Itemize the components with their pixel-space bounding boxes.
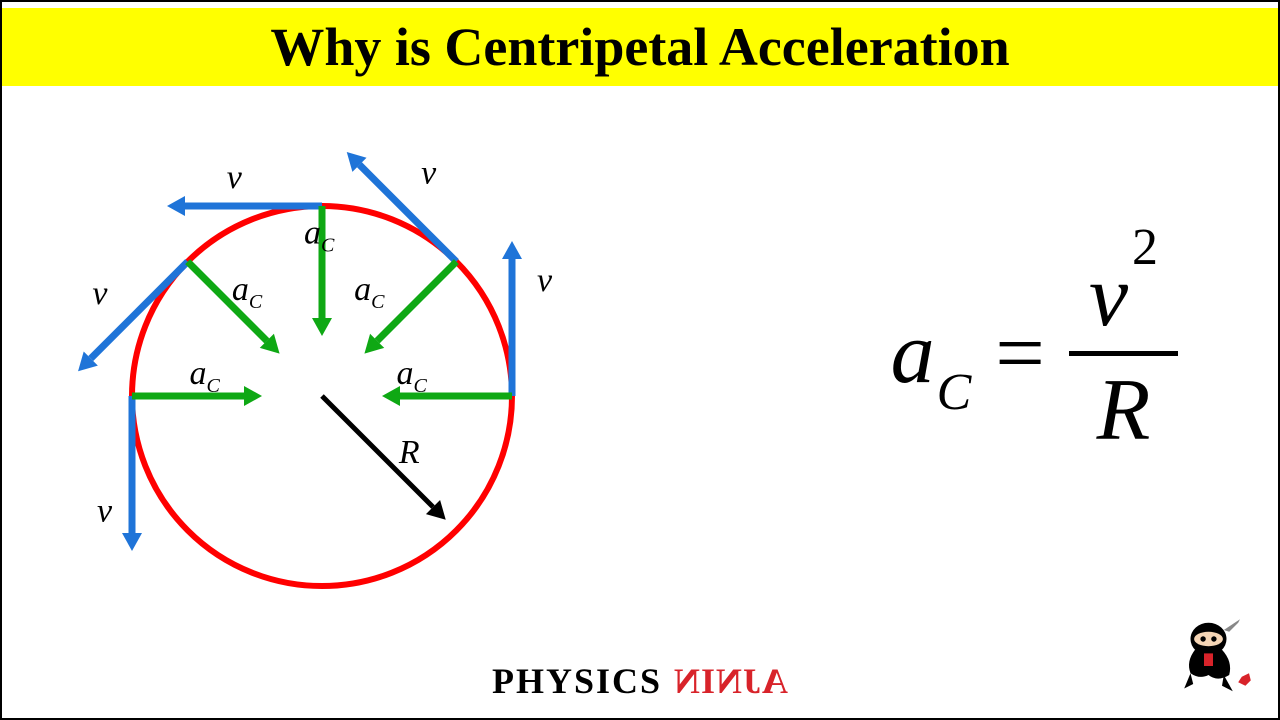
- ninja-icon: [1168, 612, 1258, 702]
- formula-lhs: a: [891, 303, 935, 404]
- svg-text:aC: aC: [304, 215, 335, 257]
- formula-lhs-sub: C: [937, 363, 972, 422]
- formula-num-sup: 2: [1132, 218, 1158, 277]
- svg-text:aC: aC: [232, 271, 263, 313]
- svg-text:v: v: [421, 154, 437, 191]
- svg-text:v: v: [537, 262, 553, 299]
- title-banner: Why is Centripetal Acceleration: [2, 8, 1278, 86]
- centripetal-formula: a C = v 2 R: [891, 246, 1178, 461]
- brand-logo-text: PHYSICS AJNIN: [492, 660, 788, 702]
- brand-part-2: AJNIN: [673, 660, 788, 702]
- centripetal-diagram: v aC v aC v aC v aC v aC R: [22, 96, 622, 656]
- content-area: vaCvaCvaCvaCvaCR a C = v 2 R: [2, 86, 1278, 646]
- page-title: Why is Centripetal Acceleration: [22, 16, 1258, 78]
- formula-den: R: [1097, 356, 1151, 461]
- svg-text:v: v: [227, 159, 243, 196]
- brand-part-1: PHYSICS: [492, 661, 662, 701]
- svg-text:R: R: [398, 434, 420, 471]
- svg-text:aC: aC: [354, 271, 385, 313]
- formula-num: v: [1089, 246, 1128, 347]
- formula-eq: =: [995, 303, 1045, 404]
- svg-text:v: v: [97, 492, 113, 529]
- svg-text:aC: aC: [190, 355, 221, 397]
- svg-text:aC: aC: [397, 355, 428, 397]
- svg-text:v: v: [92, 275, 108, 312]
